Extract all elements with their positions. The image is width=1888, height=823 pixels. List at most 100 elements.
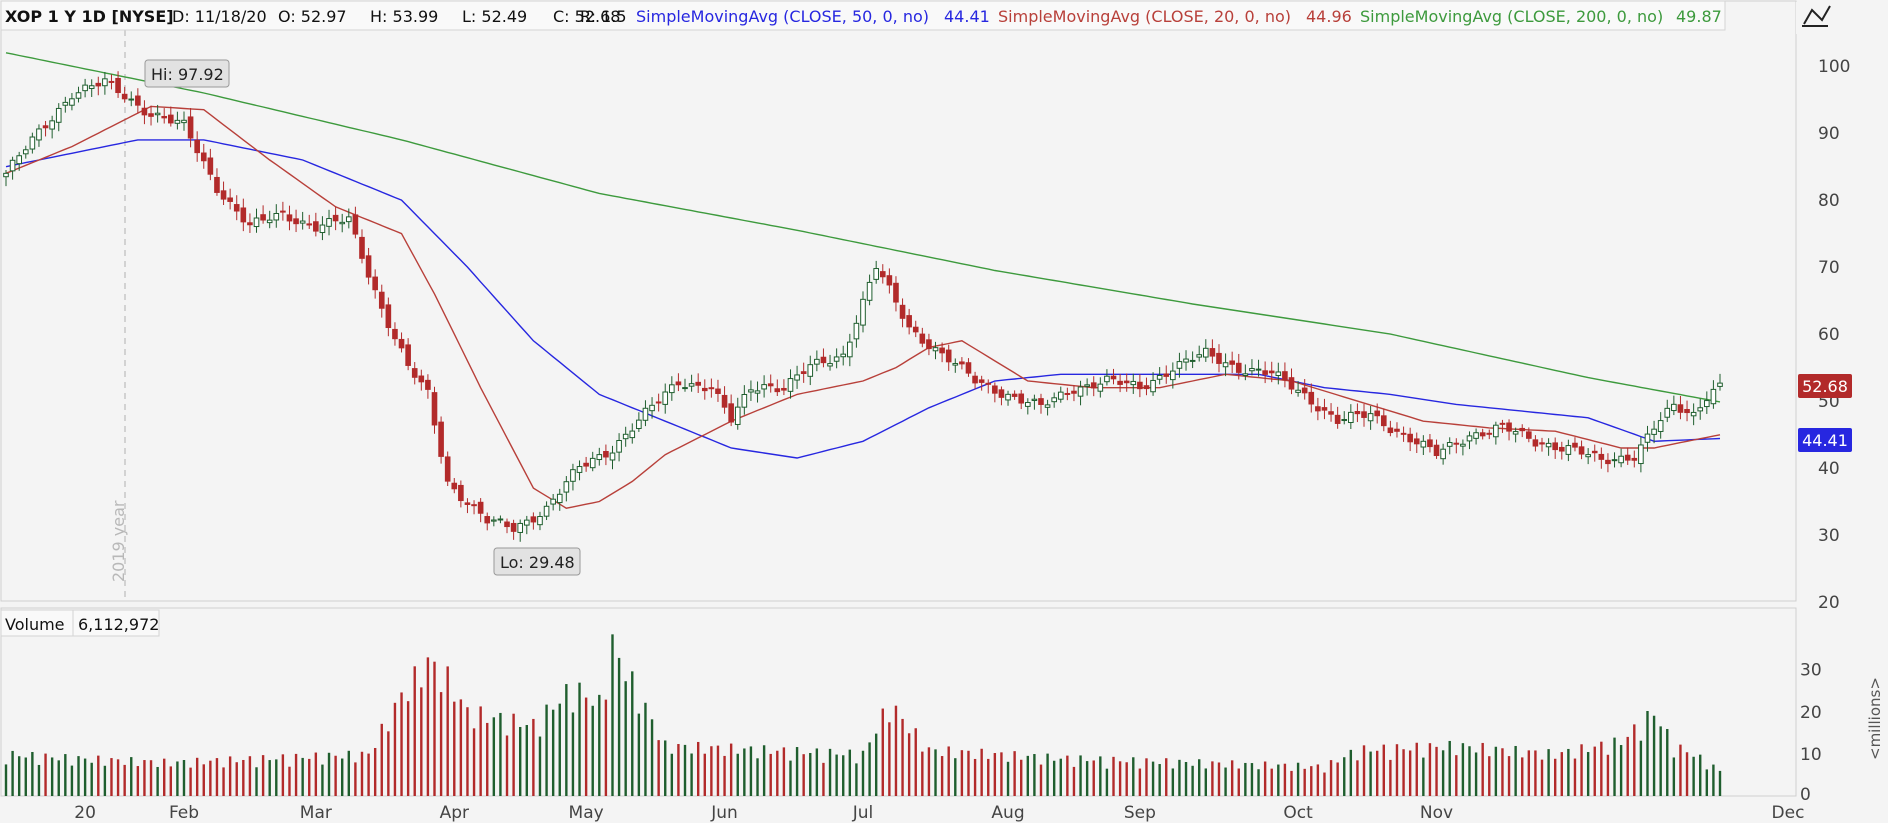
price-tick-label: 80: [1818, 191, 1840, 211]
candle: [214, 168, 220, 196]
candle: [1512, 427, 1519, 443]
volume-bar: [83, 758, 87, 796]
volume-bar: [308, 758, 311, 796]
draw-tool-icon[interactable]: [1796, 2, 1836, 34]
candle: [319, 216, 326, 241]
price-tick-label: 20: [1818, 593, 1840, 613]
volume-bar: [406, 701, 410, 796]
volume-bar: [1567, 748, 1570, 796]
candle: [385, 297, 392, 337]
candle: [62, 96, 69, 113]
candle: [734, 397, 741, 430]
volume-bar: [1672, 757, 1676, 796]
range-label: R: 1.5: [580, 7, 627, 26]
volume-bar: [1165, 758, 1168, 796]
volume-bar: [532, 718, 535, 796]
sma200-legend-label: SimpleMovingAvg (CLOSE, 200, 0, no): [1360, 7, 1663, 26]
volume-bar: [815, 748, 819, 796]
candle: [3, 170, 9, 187]
candle: [1064, 387, 1071, 401]
candle: [1328, 403, 1334, 422]
volume-bar: [453, 701, 456, 796]
candle: [708, 378, 715, 398]
volume-bar: [1666, 728, 1669, 796]
candle: [1071, 385, 1077, 402]
volume-bar: [1422, 757, 1425, 796]
candle: [767, 374, 774, 393]
volume-bar: [921, 751, 924, 796]
volume-tick-label: 10: [1800, 745, 1822, 765]
volume-bar: [17, 756, 21, 796]
volume-bar: [380, 723, 383, 796]
volume-bar: [176, 761, 179, 796]
candle: [1624, 447, 1631, 465]
candle: [42, 120, 49, 137]
volume-bar: [1145, 758, 1148, 796]
volume-bar: [723, 755, 726, 796]
candle: [1130, 373, 1137, 394]
candle: [286, 205, 293, 231]
volume-bar: [44, 753, 47, 796]
candle: [926, 333, 932, 356]
volume-bar: [1270, 768, 1273, 796]
volume-bar: [314, 752, 318, 796]
volume-bar: [1613, 737, 1616, 796]
candle: [233, 195, 240, 221]
volume-tick-label: 30: [1800, 661, 1822, 681]
volume-bar: [1362, 745, 1366, 796]
candle: [1644, 425, 1651, 452]
candle: [1598, 447, 1605, 469]
volume-bar: [1257, 769, 1260, 796]
volume-bar: [1527, 750, 1531, 796]
volume-bars: [4, 634, 1722, 796]
candle: [669, 376, 675, 401]
candle: [1572, 437, 1578, 452]
volume-bar: [1191, 765, 1194, 796]
candle: [1196, 345, 1203, 362]
candle: [1717, 373, 1723, 391]
candle: [1044, 399, 1051, 416]
date-tick-label: Apr: [440, 803, 469, 823]
volume-bar: [696, 741, 700, 796]
date-tick-label: Oct: [1283, 803, 1313, 823]
volume-bar: [848, 749, 852, 796]
candle: [471, 500, 477, 515]
date-axis: 20 Feb Mar Apr May Jun Jul Aug Sep Oct Nov Dec: [74, 803, 1804, 823]
candle: [108, 74, 115, 90]
volume-bar: [1085, 761, 1089, 796]
candle: [1104, 369, 1110, 386]
candle: [576, 460, 583, 481]
candle: [491, 516, 497, 527]
candle: [1638, 436, 1644, 473]
volume-bar: [1079, 755, 1082, 796]
volume-bar: [987, 758, 990, 796]
candle: [945, 344, 952, 371]
volume-bar: [426, 657, 430, 796]
volume-bar: [776, 750, 779, 796]
candle: [378, 284, 385, 318]
volume-bar: [756, 758, 759, 796]
candle: [431, 386, 438, 434]
sma50-legend-value: 44.41: [944, 7, 990, 26]
candle: [847, 333, 853, 367]
candle: [1090, 376, 1097, 397]
volume-bar: [809, 753, 812, 796]
candle: [1387, 420, 1394, 437]
volume-bar: [940, 756, 944, 796]
volume-bar: [1072, 766, 1076, 796]
candle: [919, 327, 926, 348]
candle: [1110, 368, 1117, 385]
candle: [662, 383, 669, 414]
volume-bar: [334, 755, 337, 796]
candle: [1051, 392, 1057, 408]
volume-bar: [947, 746, 950, 796]
volume-bar: [1244, 762, 1247, 796]
candle: [458, 480, 464, 508]
volume-bar: [1718, 770, 1722, 796]
volume-bar: [1323, 772, 1326, 796]
volume-bar: [1303, 768, 1306, 796]
volume-bar: [861, 750, 865, 796]
volume-bar: [578, 682, 581, 796]
volume-bar: [1600, 741, 1603, 796]
candle: [273, 204, 280, 228]
